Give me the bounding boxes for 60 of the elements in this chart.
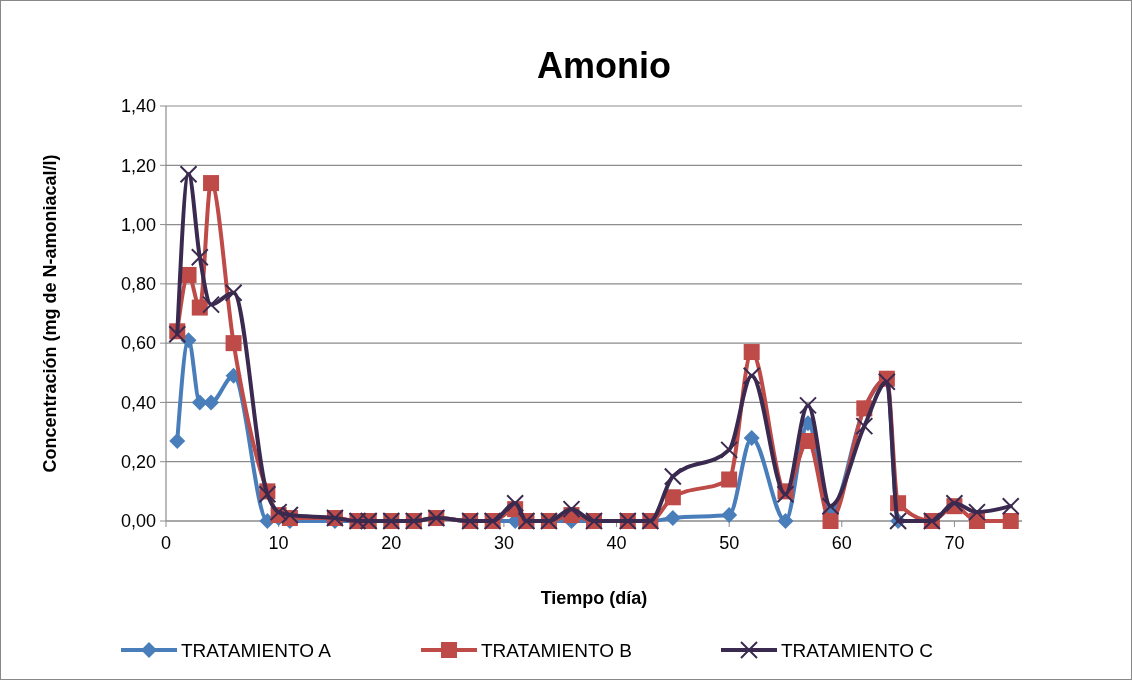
y-tick-label: 0,40 <box>120 392 156 413</box>
point <box>168 325 187 344</box>
point <box>225 335 242 352</box>
y-axis-title: Concentración (mg de N-amoniacal/l) <box>40 154 60 473</box>
point <box>203 394 220 411</box>
x-tick-label: 30 <box>493 533 514 553</box>
point <box>821 497 840 516</box>
y-tick-label: 0,60 <box>120 333 156 354</box>
y-tick-label: 0,80 <box>120 274 156 295</box>
y-tick-label: 1,20 <box>120 155 156 176</box>
legend-label: TRATAMIENTO A <box>181 639 332 661</box>
point <box>664 489 681 506</box>
point <box>191 299 208 316</box>
point <box>562 500 581 519</box>
point <box>967 503 986 522</box>
chart-title: Amonio <box>537 45 671 86</box>
point <box>203 175 220 192</box>
x-tick-label: 70 <box>944 533 965 553</box>
point <box>280 506 299 525</box>
point <box>855 417 874 436</box>
legend-label: TRATAMIENTO B <box>481 639 632 661</box>
point <box>179 165 198 184</box>
point <box>721 507 738 524</box>
point <box>822 513 839 529</box>
x-tick-label: 50 <box>719 533 740 553</box>
point <box>777 513 794 529</box>
point <box>258 485 277 504</box>
point <box>663 467 682 486</box>
point <box>721 471 738 488</box>
point <box>1002 513 1019 529</box>
y-tick-label: 0,20 <box>120 452 156 473</box>
point <box>945 494 964 513</box>
x-tick-label: 60 <box>831 533 852 553</box>
point <box>269 503 288 522</box>
y-tick-label: 0,00 <box>120 511 156 532</box>
y-tick-label: 1,40 <box>120 96 156 117</box>
point <box>180 266 197 283</box>
point <box>664 510 681 527</box>
y-tick-label: 1,00 <box>120 214 156 235</box>
x-tick-label: 20 <box>381 533 402 553</box>
x-axis-title: Tiempo (día) <box>540 588 648 608</box>
point <box>169 432 186 449</box>
x-tick-label: 0 <box>160 533 172 553</box>
point <box>191 394 208 411</box>
point <box>776 485 795 504</box>
point <box>202 295 221 314</box>
point <box>224 283 243 302</box>
x-tick-label: 40 <box>606 533 627 553</box>
point <box>742 366 761 385</box>
point <box>877 372 896 391</box>
point <box>799 396 817 415</box>
point <box>190 248 209 267</box>
x-tick-label: 10 <box>268 533 289 553</box>
point <box>743 344 760 361</box>
point <box>506 494 525 513</box>
point <box>800 432 816 449</box>
legend-label: TRATAMIENTO C <box>781 639 933 661</box>
point <box>743 430 760 446</box>
point <box>1001 497 1020 516</box>
point <box>720 440 739 459</box>
